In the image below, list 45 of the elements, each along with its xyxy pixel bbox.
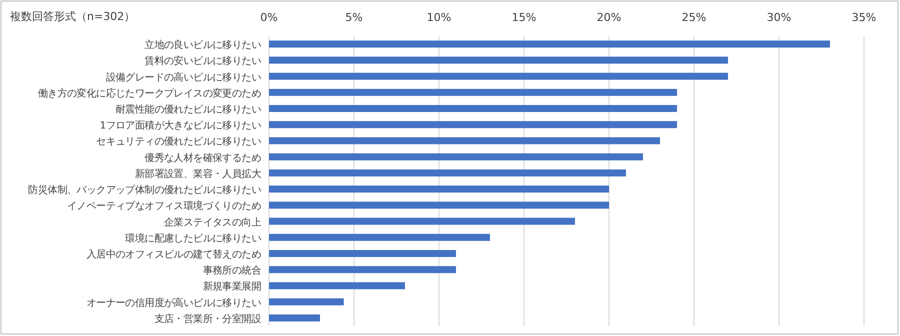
text: 複数回答形式（n=302）	[10, 10, 136, 23]
bar	[269, 202, 609, 209]
bar	[269, 121, 677, 128]
y-tick-label: 耐震性能の優れたビルに移りたい	[115, 104, 262, 116]
bar	[269, 169, 626, 176]
bar	[269, 314, 320, 322]
y-tick-label: 優秀な人材を確保するため	[144, 152, 262, 164]
x-tick-label: 10%	[426, 11, 452, 24]
bar	[269, 234, 490, 241]
bar	[269, 56, 728, 64]
bar	[269, 250, 456, 257]
y-tick-label: 支店・営業所・分室開設	[154, 312, 262, 325]
x-tick-label: 15%	[512, 11, 536, 24]
y-tick-label: 新部署設置、業容・人員拡大	[134, 168, 262, 180]
y-tick-label: 環境に配慮したビルに移りたい	[125, 232, 262, 244]
y-tick-label: 事務所の統合	[202, 264, 262, 277]
y-tick-label: 入居中のオフィスビルの建て替えのため	[86, 248, 262, 260]
y-tick-label: オーナーの信用度が高いビルに移りたい	[86, 296, 262, 309]
bar	[269, 137, 660, 144]
y-tick-label: 新規事業展開	[202, 280, 262, 293]
bar	[269, 105, 677, 112]
x-tick-label: 5%	[345, 11, 363, 24]
x-tick-label: 0%	[260, 11, 278, 24]
y-tick-label: 1フロア面積が大きなビルに移りたい	[100, 120, 262, 132]
bar	[269, 186, 609, 193]
bar	[269, 282, 405, 290]
y-tick-label: 賃料の安いビルに移りたい	[144, 55, 262, 68]
y-tick-label: 企業ステイタスの向上	[164, 216, 262, 228]
bar	[269, 153, 643, 160]
x-tick-label: 35%	[852, 11, 876, 24]
y-tick-label: セキュリティの優れたビルに移りたい	[96, 136, 262, 148]
bar	[269, 266, 456, 274]
bar	[269, 218, 575, 225]
x-tick-label: 20%	[596, 11, 622, 24]
bar	[269, 40, 830, 48]
y-tick-label: 立地の良いビルに移りたい	[144, 39, 262, 52]
bar	[269, 298, 344, 306]
x-tick-label: 25%	[682, 11, 706, 24]
y-tick-label: 働き方の変化に応じたワークプレイスの変更のため	[38, 87, 262, 100]
y-tick-label: イノベーティブなオフィス環境づくりのため	[66, 200, 262, 212]
y-tick-label: 設備グレードの高いビルに移りたい	[106, 71, 262, 84]
x-tick-label: 30%	[766, 11, 792, 24]
y-tick-label: 防災体制、バックアップ体制の優れたビルに移りたい	[28, 184, 262, 196]
bar	[269, 72, 728, 80]
bar	[269, 88, 677, 96]
